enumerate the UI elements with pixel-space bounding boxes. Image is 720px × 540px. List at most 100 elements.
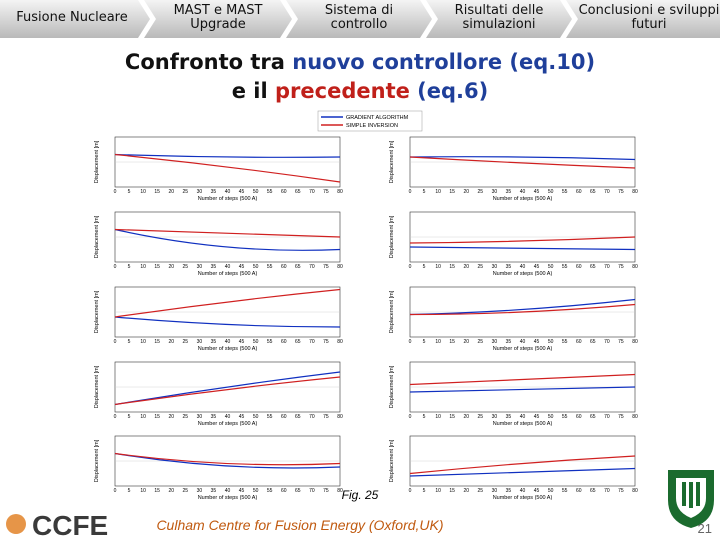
curve — [409, 156, 636, 161]
x-tick-label: 10 — [435, 189, 441, 195]
x-tick-label: 30 — [197, 488, 203, 494]
x-tick-label: 50 — [253, 264, 259, 270]
tab-shape[interactable] — [144, 0, 292, 38]
y-axis-label: Displacement [m] — [389, 215, 395, 258]
x-tick-label: 80 — [337, 264, 343, 270]
x-tick-label: 25 — [478, 189, 484, 195]
x-axis-label: Number of steps (500 A) — [493, 495, 553, 501]
y-axis-label: Displacement [m] — [94, 290, 100, 333]
x-tick-label: 25 — [183, 488, 189, 494]
x-tick-label: 65 — [295, 264, 301, 270]
x-tick-label: 65 — [590, 189, 596, 195]
x-tick-label: 5 — [128, 414, 131, 420]
x-tick-label: 10 — [140, 189, 146, 195]
x-tick-label: 30 — [197, 264, 203, 270]
x-tick-label: 20 — [463, 414, 469, 420]
x-tick-label: 0 — [114, 414, 117, 420]
x-tick-label: 70 — [309, 189, 315, 195]
x-tick-label: 5 — [128, 189, 131, 195]
x-tick-label: 10 — [435, 488, 441, 494]
legend-label: GRADIENT ALGORITHM — [346, 115, 409, 121]
x-axis-label: Number of steps (500 A) — [493, 421, 553, 427]
x-tick-label: 45 — [239, 264, 245, 270]
x-tick-label: 55 — [562, 264, 568, 270]
nav-tab[interactable]: MAST e MAST Upgrade — [173, 3, 263, 32]
subplot: 0 5 10 15 20 25 30 35 40 45 50 55 60 65 70 75 80 Number o… — [389, 136, 638, 202]
x-tick-label: 35 — [506, 339, 512, 345]
x-tick-label: 70 — [309, 414, 315, 420]
x-tick-label: 30 — [197, 339, 203, 345]
subplot: 0 5 10 15 20 25 30 35 40 45 50 55 60 65 70 75 80 Number o… — [94, 435, 343, 501]
subplot: 0 5 10 15 20 25 30 35 40 45 50 55 60 65 70 75 80 Number o… — [94, 361, 343, 427]
x-tick-label: 55 — [562, 339, 568, 345]
x-tick-label: 55 — [562, 488, 568, 494]
title-part: e il — [231, 79, 276, 103]
y-axis-label: Displacement [m] — [94, 365, 100, 408]
x-axis-label: Number of steps (500 A) — [198, 346, 258, 352]
x-tick-label: 35 — [211, 339, 217, 345]
x-tick-label: 45 — [239, 189, 245, 195]
nav-tab[interactable]: Sistema di controllo — [324, 3, 394, 32]
x-tick-label: 30 — [492, 264, 498, 270]
subplot: 0 5 10 15 20 25 30 35 40 45 50 55 60 65 70 75 80 Number o… — [94, 286, 343, 352]
x-tick-label: 45 — [534, 414, 540, 420]
x-tick-label: 60 — [576, 414, 582, 420]
x-tick-label: 20 — [463, 339, 469, 345]
x-tick-label: 20 — [463, 488, 469, 494]
x-tick-label: 45 — [239, 488, 245, 494]
x-tick-label: 30 — [492, 339, 498, 345]
nav-tab[interactable]: Fusione Nucleare — [16, 10, 128, 25]
y-axis-label: Displacement [m] — [389, 439, 395, 482]
tab-shape[interactable] — [0, 0, 150, 38]
x-tick-label: 65 — [295, 339, 301, 345]
tab-shape[interactable] — [426, 0, 572, 38]
x-tick-label: 40 — [225, 189, 231, 195]
nav-tab[interactable]: Risultati delle simulazioni — [454, 3, 544, 32]
x-axis-label: Number of steps (500 A) — [493, 196, 553, 202]
x-tick-label: 0 — [409, 339, 412, 345]
x-tick-label: 70 — [309, 339, 315, 345]
x-tick-label: 65 — [590, 264, 596, 270]
curve — [114, 288, 341, 318]
x-tick-label: 40 — [520, 488, 526, 494]
institution: Culham Centre for Fusion Energy (Oxford,… — [156, 517, 443, 533]
x-tick-label: 5 — [128, 339, 131, 345]
x-tick-label: 20 — [463, 264, 469, 270]
tab-shape[interactable] — [286, 0, 432, 38]
x-tick-label: 50 — [548, 339, 554, 345]
x-tick-label: 70 — [604, 189, 610, 195]
x-tick-label: 15 — [449, 414, 455, 420]
x-tick-label: 10 — [435, 414, 441, 420]
nav-tab[interactable]: Conclusioni e sviluppi futuri — [578, 3, 720, 32]
x-tick-label: 55 — [267, 488, 273, 494]
x-tick-label: 20 — [168, 264, 174, 270]
x-tick-label: 55 — [267, 189, 273, 195]
x-tick-label: 5 — [423, 414, 426, 420]
x-tick-label: 40 — [520, 339, 526, 345]
x-tick-label: 20 — [168, 488, 174, 494]
x-tick-label: 0 — [409, 264, 412, 270]
x-tick-label: 15 — [154, 488, 160, 494]
nav-bar — [0, 0, 720, 38]
x-tick-label: 15 — [449, 339, 455, 345]
x-tick-label: 10 — [140, 339, 146, 345]
x-tick-label: 75 — [618, 339, 624, 345]
x-tick-label: 55 — [267, 414, 273, 420]
x-tick-label: 60 — [281, 264, 287, 270]
x-tick-label: 25 — [478, 488, 484, 494]
x-tick-label: 5 — [423, 189, 426, 195]
curve — [409, 298, 636, 316]
y-axis-label: Displacement [m] — [389, 365, 395, 408]
x-tick-label: 25 — [183, 189, 189, 195]
x-tick-label: 50 — [253, 339, 259, 345]
curve — [409, 156, 636, 169]
x-tick-label: 40 — [520, 414, 526, 420]
x-tick-label: 50 — [253, 189, 259, 195]
x-tick-label: 75 — [618, 264, 624, 270]
y-axis-label: Displacement [m] — [94, 140, 100, 183]
x-tick-label: 40 — [225, 414, 231, 420]
x-tick-label: 45 — [534, 488, 540, 494]
tab-shape[interactable] — [566, 0, 720, 38]
curve — [114, 153, 341, 183]
